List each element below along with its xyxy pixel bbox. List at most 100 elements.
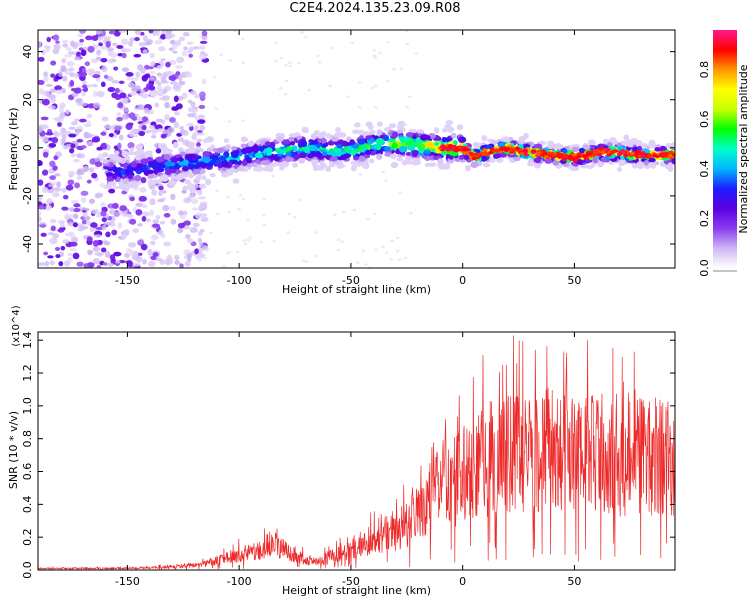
noise-blob <box>91 136 100 143</box>
noise-blob <box>152 219 160 224</box>
noise-blob <box>138 195 147 202</box>
noise-blob <box>68 133 77 138</box>
noise-blob <box>53 173 61 177</box>
noise-blob <box>288 65 293 68</box>
ridge-blob <box>499 152 507 158</box>
noise-blob <box>195 254 202 260</box>
noise-blob <box>60 127 67 134</box>
noise-blob <box>142 211 150 217</box>
ridge-blob <box>132 182 139 188</box>
ridge-blob <box>372 144 379 150</box>
noise-blob <box>355 261 360 264</box>
noise-blob <box>87 249 93 256</box>
ridge-blob <box>376 153 383 160</box>
noise-blob <box>156 64 162 70</box>
noise-blob <box>66 60 75 67</box>
noise-blob <box>68 51 75 55</box>
noise-blob <box>49 175 57 181</box>
noise-blob <box>92 74 101 79</box>
noise-blob <box>384 179 388 182</box>
noise-blob <box>329 47 334 50</box>
ridge-blob <box>209 172 216 178</box>
ridge-blob <box>508 153 516 158</box>
ridge-blob <box>203 138 209 144</box>
ridge-blob <box>301 126 309 134</box>
ridge-blob <box>616 142 623 148</box>
ridge-blob <box>648 157 656 163</box>
ridge-blob <box>647 162 656 168</box>
noise-blob <box>199 213 208 218</box>
noise-blob <box>76 138 84 143</box>
noise-blob <box>381 245 385 248</box>
ridge-blob <box>316 164 325 171</box>
noise-blob <box>357 106 362 109</box>
x-tick-label-top: -50 <box>342 274 360 287</box>
noise-blob <box>182 189 187 194</box>
noise-blob <box>154 102 160 108</box>
ridge-core <box>652 153 658 158</box>
ridge-blob <box>518 135 526 142</box>
noise-blob <box>366 217 370 221</box>
noise-blob <box>131 254 140 261</box>
ridge-blob <box>458 154 465 160</box>
ridge-blob <box>376 129 383 136</box>
ridge-blob <box>182 185 189 191</box>
ridge-blob <box>198 183 206 189</box>
noise-blob <box>183 46 188 51</box>
noise-blob <box>176 56 185 64</box>
ridge-blob <box>268 162 276 168</box>
noise-blob <box>125 72 134 77</box>
noise-blob <box>389 258 394 261</box>
noise-blob <box>170 193 176 201</box>
noise-blob <box>178 74 183 82</box>
ridge-blob <box>289 141 296 146</box>
noise-blob <box>116 112 122 116</box>
noise-blob <box>38 196 43 202</box>
ridge-blob <box>592 156 598 164</box>
noise-blob <box>293 216 297 219</box>
ridge-blob <box>562 148 568 154</box>
noise-blob <box>38 160 43 167</box>
noise-blob <box>79 30 86 34</box>
noise-blob <box>61 187 67 193</box>
noise-blob <box>90 209 98 215</box>
noise-blob <box>403 256 408 260</box>
noise-blob <box>297 61 302 65</box>
noise-blob <box>38 216 42 222</box>
noise-blob <box>170 218 177 225</box>
noise-blob <box>40 124 49 130</box>
noise-blob <box>333 213 337 216</box>
ridge-blob <box>224 144 231 150</box>
noise-blob <box>390 239 395 243</box>
noise-blob <box>67 231 76 238</box>
noise-blob <box>148 71 156 75</box>
noise-blob <box>133 250 139 257</box>
noise-blob <box>43 71 48 78</box>
noise-blob <box>364 263 368 266</box>
ridge-blob <box>143 150 152 157</box>
ridge-blob <box>240 143 247 149</box>
ridge-core <box>606 153 612 157</box>
noise-blob <box>141 116 149 123</box>
ridge-blob <box>364 149 372 156</box>
noise-blob <box>100 57 108 63</box>
ridge-core <box>550 153 557 157</box>
y-tick-label-top: -40 <box>21 235 34 253</box>
noise-blob <box>39 224 47 228</box>
noise-blob <box>117 142 122 150</box>
noise-blob <box>175 83 182 90</box>
ridge-blob <box>602 138 609 145</box>
noise-blob <box>64 54 72 58</box>
noise-blob <box>140 31 145 36</box>
ridge-core <box>576 152 582 156</box>
ridge-blob <box>448 155 454 160</box>
colorbar <box>713 30 737 268</box>
noise-blob <box>139 186 147 193</box>
noise-blob <box>52 233 60 239</box>
ridge-blob <box>293 154 300 160</box>
noise-blob <box>142 259 147 265</box>
noise-blob <box>43 251 49 256</box>
noise-blob <box>70 121 79 126</box>
ridge-blob <box>375 137 384 145</box>
noise-blob <box>38 179 44 186</box>
